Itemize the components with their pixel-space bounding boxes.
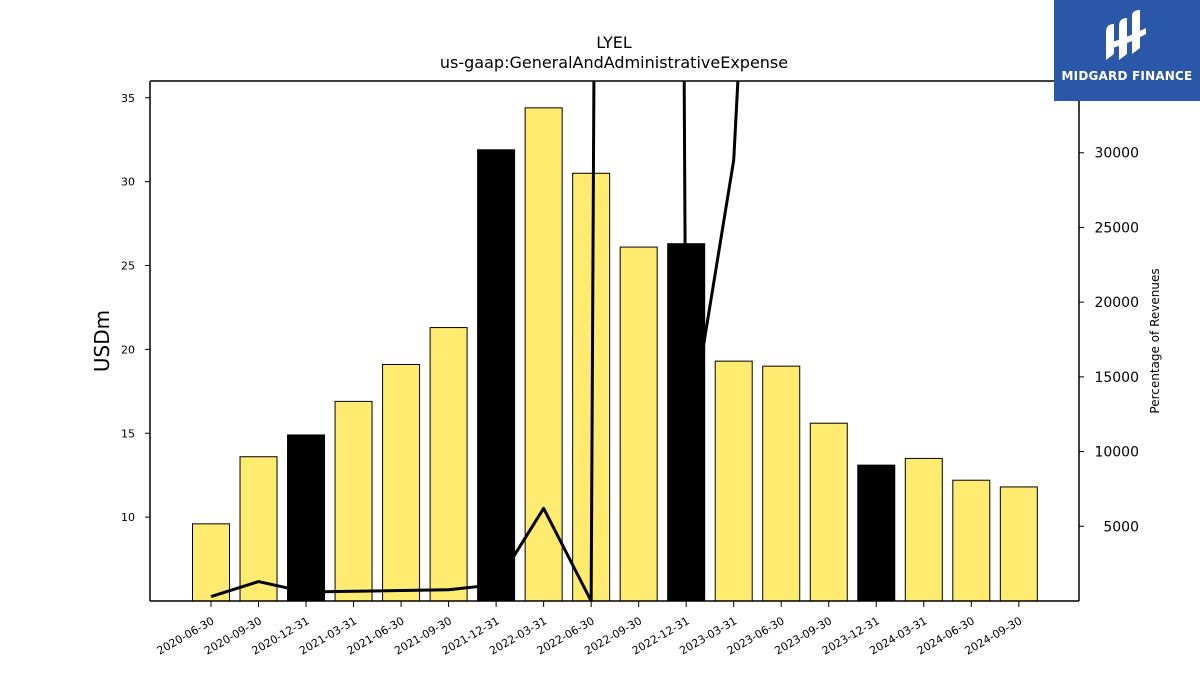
y2-tick-label: 20000 [1094,295,1139,311]
y2-tick-label: 25000 [1094,220,1139,236]
bar [714,360,753,602]
y-axis-label: USDm [90,310,114,372]
chart-title: LYEL [596,33,632,52]
y-tick-label: 10 [121,511,135,524]
bar [762,365,801,602]
y2-tick-label: 15000 [1094,370,1139,386]
bar [192,523,230,602]
midgard-finance-logo: MIDGARD FINANCE [1054,0,1200,101]
series-line [210,81,740,601]
y-tick-label: 25 [121,260,135,273]
bar [952,479,991,602]
y2-axis-label: Percentage of Revenues [1148,268,1162,413]
y-tick-label: 35 [121,92,135,105]
bar [382,363,421,602]
bar [999,486,1038,602]
bar [477,149,516,602]
logo-text: MIDGARD FINANCE [1061,69,1193,83]
bar [287,434,326,602]
y-tick-label: 20 [121,343,135,356]
bar [524,107,563,602]
chart-subtitle: us-gaap:GeneralAndAdministrativeExpense [440,53,788,72]
bar [904,457,943,602]
bar [334,400,373,602]
bar [809,422,848,602]
bar [857,464,896,602]
y2-tick-label: 5000 [1103,519,1139,535]
logo-mark-icon [1106,10,1146,60]
bar [619,246,658,602]
bar [239,456,278,602]
y-tick-label: 30 [121,176,135,189]
bar [429,327,468,602]
y2-tick-label: 10000 [1094,445,1139,461]
y2-tick-label: 30000 [1094,146,1139,162]
y-tick-label: 15 [121,427,135,440]
